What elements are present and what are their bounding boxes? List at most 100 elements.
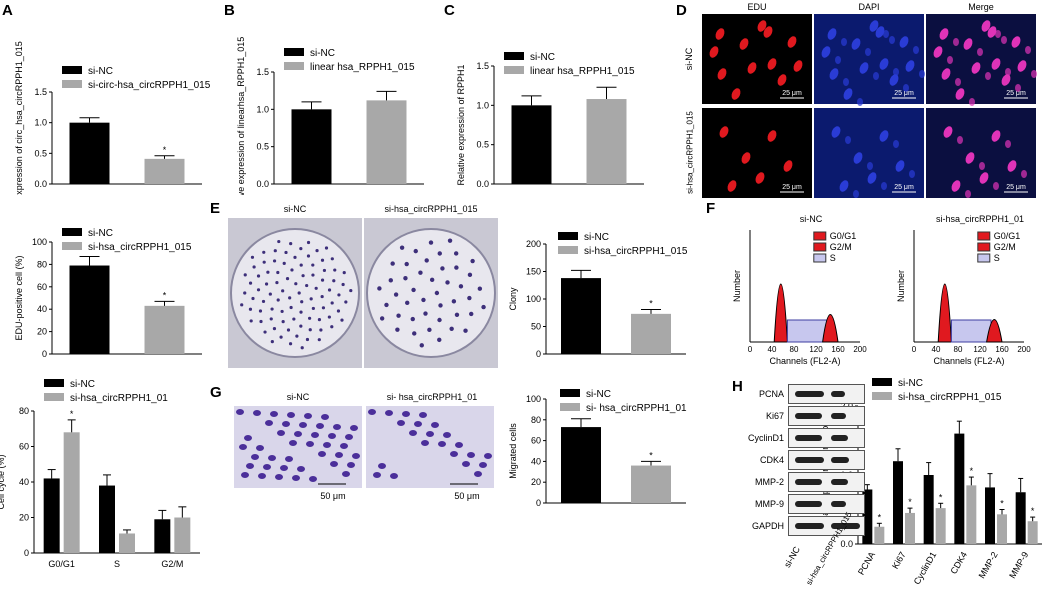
migrated-cell xyxy=(378,463,386,469)
panel-e-plates: si-NC si-hsa_circRPPH1_015 xyxy=(228,204,500,370)
migrated-cell xyxy=(256,445,264,451)
cell-nucleus xyxy=(843,78,849,86)
legend-label: linear hsa_RPPH1_015 xyxy=(530,66,635,77)
cell-nucleus xyxy=(879,130,889,142)
col-title-edu: EDU xyxy=(747,2,767,12)
colony xyxy=(317,338,321,342)
colony xyxy=(322,268,327,273)
colony xyxy=(301,274,305,278)
chart-c-rpph1-expression: 0.0 0.5 1.0 1.5 Relative expression of RPPH1… xyxy=(456,52,644,189)
y-tick-label: 1.0 xyxy=(34,118,47,128)
significance-marker: * xyxy=(878,512,882,522)
legend-swatch xyxy=(558,232,578,240)
x-tick-label: CyclinD1 xyxy=(912,550,939,586)
x-tick-label: 160 xyxy=(831,345,845,354)
y-tick-label: 20 xyxy=(19,513,29,523)
chart-b-linear-expression: 0.0 0.5 1.0 1.5 Relative expression of linea… xyxy=(236,37,424,195)
colony xyxy=(330,325,334,329)
colony xyxy=(299,310,303,314)
colony xyxy=(311,273,315,277)
colony xyxy=(324,246,329,250)
migrated-cell xyxy=(385,410,393,416)
blot-row-mmp-9: MMP-9 xyxy=(744,494,865,514)
migrated-cell xyxy=(414,421,422,427)
cell-nucleus xyxy=(875,26,885,38)
blot-band-box xyxy=(788,494,865,514)
panel-label-f: F xyxy=(706,200,716,217)
colony xyxy=(262,250,266,254)
colony xyxy=(412,331,417,336)
colony xyxy=(467,295,472,301)
x-tick-label: G0/G1 xyxy=(48,559,75,569)
transwell-field xyxy=(366,406,494,488)
migrated-cell xyxy=(330,461,338,467)
legend-swatch xyxy=(62,80,82,88)
blot-label: MMP-2 xyxy=(755,477,784,487)
colony xyxy=(327,315,331,319)
migrated-cell xyxy=(328,433,336,439)
y-tick-label: 40 xyxy=(531,456,541,466)
colony xyxy=(300,346,304,350)
migrated-cell xyxy=(484,453,492,459)
legend-label: linear hsa_RPPH1_015 xyxy=(310,62,415,73)
colony xyxy=(393,292,399,297)
significance-marker: * xyxy=(163,290,167,300)
plate-title-si-circ: si-hsa_circRPPH1_015 xyxy=(384,204,478,214)
colony xyxy=(314,286,318,290)
cell-nucleus xyxy=(953,38,959,46)
colony xyxy=(342,271,346,275)
cell-nucleus xyxy=(869,20,879,32)
colony xyxy=(449,326,454,331)
x-tick-label: CDK4 xyxy=(948,550,969,576)
colony xyxy=(295,334,299,338)
colony xyxy=(418,270,423,275)
colony xyxy=(404,261,409,267)
blot-band-box xyxy=(788,406,865,426)
colony xyxy=(273,249,277,253)
scale-label: 25 μm xyxy=(1006,90,1026,97)
migrated-cell xyxy=(397,420,405,426)
migrated-cell xyxy=(450,451,458,457)
cell-nucleus xyxy=(889,36,895,44)
y-tick-label: 50 xyxy=(531,322,541,332)
y-tick-label: 40 xyxy=(37,304,47,314)
colony xyxy=(341,282,345,287)
migrated-cell xyxy=(285,456,293,462)
colony xyxy=(403,276,408,281)
cell-nucleus xyxy=(717,68,727,80)
colony xyxy=(268,292,272,296)
x-tick-label: 40 xyxy=(932,345,941,354)
scale-label: 25 μm xyxy=(894,90,914,97)
cell-nucleus xyxy=(977,48,983,56)
cell-nucleus xyxy=(793,60,803,72)
cell-nucleus xyxy=(1001,74,1011,86)
cell-nucleus xyxy=(1015,84,1021,92)
colony xyxy=(377,286,382,291)
protein-band xyxy=(831,435,848,441)
bar-mmp-9 xyxy=(1027,521,1038,544)
blot-band-box xyxy=(788,428,865,448)
blot-band-box xyxy=(788,472,865,492)
legend-swatch xyxy=(558,246,578,254)
chart-g-migration: 0 20 40 60 80 100 Migrated cells * si-NC si- hsa_… xyxy=(508,389,687,508)
colony xyxy=(270,307,274,311)
colony xyxy=(250,255,255,259)
bar-cdk4 xyxy=(954,433,965,544)
colony xyxy=(319,328,323,332)
legend-swatch xyxy=(560,403,580,411)
migrated-cell xyxy=(350,425,358,431)
colony xyxy=(428,240,434,245)
bar-0 xyxy=(291,109,332,184)
colony xyxy=(290,268,294,272)
significance-marker: * xyxy=(649,450,653,460)
x-tick-label: 0 xyxy=(748,345,753,354)
migrated-cell xyxy=(409,430,417,436)
panel-label-h: H xyxy=(732,378,743,395)
cell-nucleus xyxy=(829,68,839,80)
colony xyxy=(437,251,442,256)
migrated-cell xyxy=(421,440,429,446)
colony xyxy=(289,305,293,310)
cell-nucleus xyxy=(971,62,981,74)
cell-nucleus xyxy=(757,20,767,32)
scale-label: 25 μm xyxy=(782,90,802,97)
